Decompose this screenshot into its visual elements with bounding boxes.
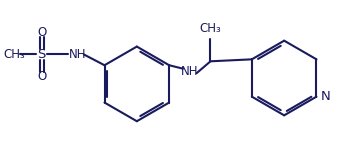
Text: N: N <box>320 90 330 103</box>
Text: O: O <box>37 26 46 39</box>
Text: S: S <box>37 48 46 61</box>
Text: CH₃: CH₃ <box>200 22 221 35</box>
Text: NH: NH <box>181 65 199 78</box>
Text: O: O <box>37 70 46 83</box>
Text: NH: NH <box>69 48 86 61</box>
Text: CH₃: CH₃ <box>3 48 25 61</box>
